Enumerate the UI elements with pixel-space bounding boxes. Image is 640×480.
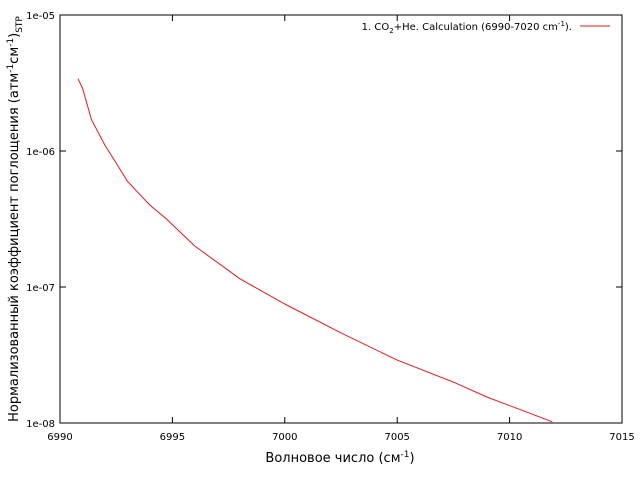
y-tick-label: 1e-08 [26, 419, 55, 430]
y-axis-ticks: 1e-08 1e-07 1e-06 1e-05 [26, 11, 622, 430]
y-tick-label: 1e-07 [26, 283, 55, 294]
x-tick-label: 6995 [160, 432, 185, 443]
x-tick-label: 7010 [497, 432, 522, 443]
x-tick-label: 7015 [609, 432, 634, 443]
y-tick-label: 1e-06 [26, 147, 55, 158]
y-tick-label: 1e-05 [26, 11, 55, 22]
legend-entry-label: 1. CO2+He. Calculation (6990-7020 cm-1). [362, 20, 572, 35]
y-axis-label: Нормализованный коэффициент поглощения (… [6, 16, 25, 422]
x-tick-label: 6990 [47, 432, 72, 443]
x-axis-ticks: 6990 6995 7000 7005 7010 7015 [47, 15, 635, 443]
series-line-co2-he [77, 78, 553, 423]
x-tick-label: 7005 [384, 432, 409, 443]
plot-frame [59, 14, 623, 424]
x-tick-label: 7000 [272, 432, 297, 443]
x-axis-label: Волновое число (см-1) [265, 450, 414, 466]
